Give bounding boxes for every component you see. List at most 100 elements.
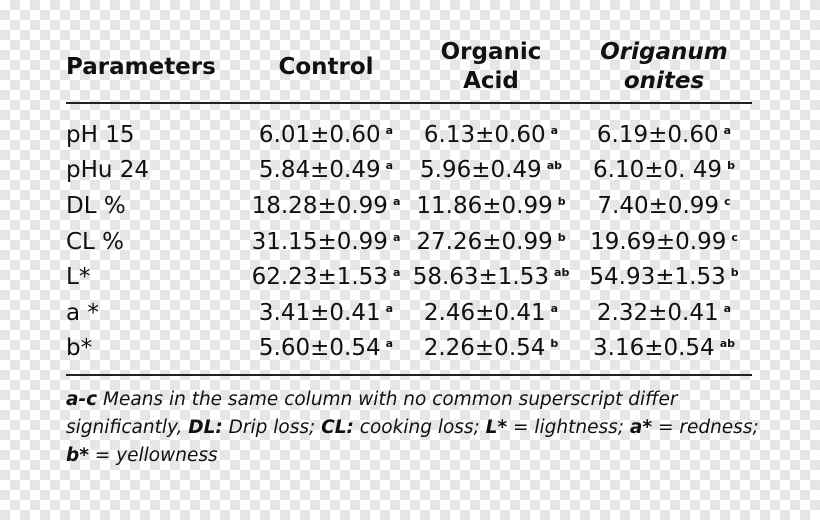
footnote-a: a* (629, 417, 653, 439)
footnote-text: = redness; (652, 417, 759, 439)
footnote-text: Drip loss; (222, 417, 322, 439)
param-label: pH 15 (66, 121, 135, 148)
value-text: 2.32±0.41 (596, 299, 719, 326)
table-row: DL % 18.28±0.99 a 11.86±0.99 b 7.40±0.99 c (66, 188, 754, 224)
superscript: b (730, 266, 739, 280)
superscript: a (392, 230, 401, 244)
superscript: b (550, 337, 559, 351)
organic-value: 58.63±1.53 ab (406, 264, 576, 290)
origanum-value: 6.10±0. 49 b (576, 157, 752, 183)
table-row: a * 3.41±0.41 a 2.46±0.41 a 2.32±0.41 a (66, 295, 754, 331)
header-control: Control (278, 53, 374, 80)
superscript: a (392, 266, 401, 280)
control-value: 6.01±0.60 a (246, 122, 406, 148)
results-table: Parameters Control Organic Acid Origanum… (66, 34, 759, 470)
header-origanum-line1: Origanum (600, 39, 728, 65)
value-text: 19.69±0.99 (590, 228, 727, 255)
superscript: a (385, 159, 394, 173)
value-text: 2.26±0.54 (423, 335, 546, 362)
footnote-text: = lightness; (507, 417, 630, 439)
superscript: a (723, 301, 732, 315)
control-value: 18.28±0.99 a (246, 193, 406, 219)
value-text: 6.13±0.60 (423, 121, 546, 148)
footer-divider (66, 374, 752, 377)
param-label: b* (66, 335, 93, 362)
footnote-l: L* (485, 417, 508, 439)
value-text: 2.46±0.41 (423, 299, 546, 326)
table-row: pH 15 6.01±0.60 a 6.13±0.60 a 6.19±0.60 a (66, 117, 754, 153)
footnote-text: cooking loss; (353, 417, 486, 439)
value-text: 58.63±1.53 (412, 264, 550, 291)
superscript: a (723, 123, 732, 137)
origanum-value: 3.16±0.54 ab (576, 335, 752, 361)
value-text: 6.01±0.60 (258, 121, 381, 148)
superscript: ab (554, 266, 570, 280)
superscript: b (557, 194, 566, 208)
superscript: a (385, 123, 394, 137)
origanum-value: 19.69±0.99 c (576, 229, 752, 255)
origanum-value: 2.32±0.41 a (576, 300, 752, 326)
param-label: DL % (66, 192, 126, 219)
table-body: pH 15 6.01±0.60 a 6.13±0.60 a 6.19±0.60 a p… (66, 104, 754, 374)
superscript: ab (719, 337, 735, 351)
header-parameters: Parameters (66, 53, 216, 80)
param-label: a * (66, 299, 99, 326)
footnote-cl: CL: (321, 417, 354, 439)
superscript: c (724, 194, 731, 208)
header-origanum-onites: Origanum onites (576, 38, 752, 96)
footnote-ac: a-c (66, 389, 98, 411)
superscript: a (385, 337, 394, 351)
table-footnote: a-c Means in the same column with no com… (66, 386, 766, 470)
table-row: L* 62.23±1.53 a 58.63±1.53 ab 54.93±1.53 b (66, 259, 754, 295)
value-text: 6.10±0. 49 (593, 157, 723, 184)
superscript: a (550, 123, 559, 137)
organic-value: 5.96±0.49 ab (406, 157, 576, 183)
superscript: a (392, 194, 401, 208)
superscript: b (557, 230, 566, 244)
superscript: b (727, 159, 735, 173)
value-text: 5.84±0.49 (258, 157, 381, 184)
footnote-text: Means in the same column with no common … (66, 389, 678, 439)
origanum-value: 54.93±1.53 b (576, 264, 752, 290)
organic-value: 11.86±0.99 b (406, 193, 576, 219)
value-text: 3.41±0.41 (258, 299, 381, 326)
origanum-value: 7.40±0.99 c (576, 193, 752, 219)
table-row: CL % 31.15±0.99 a 27.26±0.99 b 19.69±0.99 c (66, 224, 754, 260)
organic-value: 2.26±0.54 b (406, 335, 576, 361)
organic-value: 2.46±0.41 a (406, 300, 576, 326)
value-text: 54.93±1.53 (589, 264, 726, 291)
control-value: 3.41±0.41 a (246, 300, 406, 326)
value-text: 11.86±0.99 (416, 192, 553, 219)
organic-value: 6.13±0.60 a (406, 122, 576, 148)
header-organic-line1: Organic (440, 39, 542, 65)
header-origanum-line2: onites (623, 68, 705, 94)
organic-value: 27.26±0.99 b (406, 229, 576, 255)
value-text: 31.15±0.99 (251, 228, 388, 255)
value-text: 5.96±0.49 (420, 157, 542, 184)
table-header: Parameters Control Organic Acid Origanum… (66, 34, 754, 100)
control-value: 31.15±0.99 a (246, 229, 406, 255)
superscript: a (385, 301, 394, 315)
footnote-dl: DL: (188, 417, 223, 439)
control-value: 5.60±0.54 a (246, 335, 406, 361)
param-label: L* (66, 264, 91, 291)
footnote-text: = yellowness (88, 445, 218, 467)
value-text: 62.23±1.53 (251, 264, 388, 291)
param-label: pHu 24 (66, 157, 150, 184)
superscript: ab (546, 159, 562, 173)
value-text: 7.40±0.99 (597, 192, 720, 219)
control-value: 5.84±0.49 a (246, 157, 406, 183)
header-divider (66, 102, 752, 104)
table-row: b* 5.60±0.54 a 2.26±0.54 b 3.16±0.54 ab (66, 331, 754, 367)
table-row: pHu 24 5.84±0.49 a 5.96±0.49 ab 6.10±0. 49… (66, 153, 754, 189)
value-text: 3.16±0.54 (593, 335, 715, 362)
superscript: a (550, 301, 559, 315)
header-organic-acid: Organic Acid (406, 38, 576, 96)
value-text: 5.60±0.54 (258, 335, 381, 362)
value-text: 27.26±0.99 (416, 228, 553, 255)
param-label: CL % (66, 228, 125, 255)
footnote-b: b* (66, 445, 89, 467)
superscript: c (731, 230, 738, 244)
value-text: 18.28±0.99 (251, 192, 388, 219)
origanum-value: 6.19±0.60 a (576, 122, 752, 148)
